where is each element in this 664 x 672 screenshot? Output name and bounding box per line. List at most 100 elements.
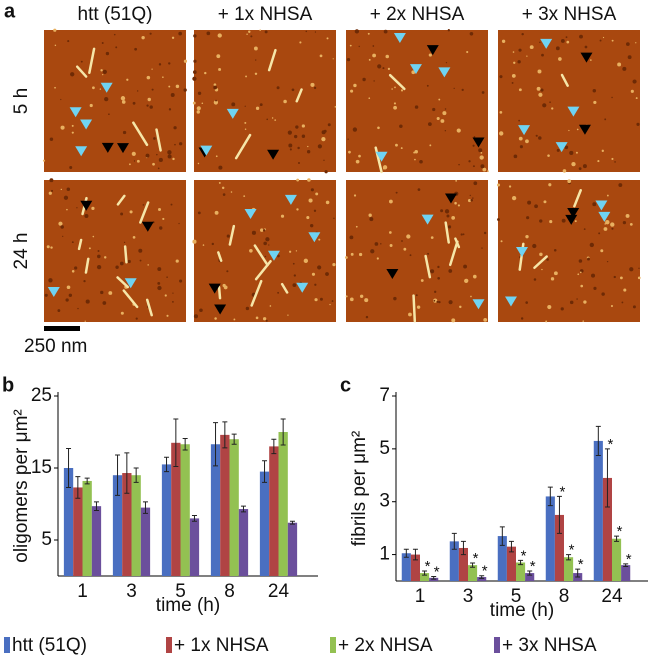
speckle bbox=[362, 77, 366, 82]
speckle bbox=[251, 230, 256, 235]
speckle bbox=[369, 217, 374, 222]
error-bar bbox=[213, 422, 219, 467]
speckle bbox=[331, 300, 334, 302]
x-tick-label: 5 bbox=[511, 586, 522, 607]
speckle bbox=[382, 67, 385, 70]
speckle bbox=[332, 263, 336, 267]
speckle bbox=[170, 203, 173, 206]
speckle bbox=[518, 48, 522, 52]
arrowhead bbox=[100, 82, 113, 93]
legend-swatch bbox=[330, 637, 336, 653]
speckle bbox=[606, 260, 609, 263]
speckle bbox=[325, 200, 330, 205]
speckle bbox=[158, 157, 163, 163]
speckle bbox=[636, 122, 640, 126]
error-bar bbox=[595, 425, 601, 456]
speckle bbox=[460, 233, 463, 236]
speckle bbox=[244, 121, 247, 124]
speckle bbox=[151, 88, 154, 91]
speckle bbox=[218, 67, 222, 71]
significance-marker: * bbox=[482, 563, 488, 580]
speckle bbox=[291, 88, 295, 92]
speckle bbox=[353, 194, 357, 197]
speckle bbox=[432, 107, 436, 112]
error-bar bbox=[164, 456, 170, 473]
fibril bbox=[295, 88, 303, 103]
speckle bbox=[589, 242, 594, 248]
error-bar bbox=[508, 540, 514, 553]
speckle bbox=[453, 87, 455, 90]
legend-swatch bbox=[494, 637, 500, 653]
speckle bbox=[108, 113, 110, 116]
speckle bbox=[298, 162, 300, 164]
speckle bbox=[295, 125, 299, 129]
arrowhead bbox=[267, 250, 280, 261]
speckle bbox=[549, 101, 551, 103]
speckle bbox=[372, 53, 377, 58]
arrowhead bbox=[47, 286, 60, 297]
speckle bbox=[565, 36, 568, 39]
speckle bbox=[76, 207, 78, 209]
speckle bbox=[259, 29, 261, 31]
speckle bbox=[395, 191, 398, 194]
speckle bbox=[97, 249, 100, 252]
speckle bbox=[350, 252, 354, 256]
speckle bbox=[307, 145, 309, 148]
speckle bbox=[347, 138, 349, 140]
speckle bbox=[222, 193, 226, 196]
speckle bbox=[560, 307, 564, 311]
speckle bbox=[321, 136, 326, 142]
speckle bbox=[299, 41, 302, 44]
speckle bbox=[307, 178, 311, 182]
speckle bbox=[277, 291, 280, 294]
fibril bbox=[116, 194, 126, 206]
speckle bbox=[462, 233, 465, 236]
speckle bbox=[92, 86, 95, 90]
speckle bbox=[469, 31, 474, 36]
speckle bbox=[526, 216, 530, 220]
speckle bbox=[393, 105, 397, 110]
speckle bbox=[149, 105, 153, 109]
arrowhead bbox=[208, 283, 221, 294]
speckle bbox=[611, 157, 614, 161]
speckle bbox=[262, 317, 267, 321]
bar bbox=[525, 573, 535, 581]
legend-swatch bbox=[166, 637, 172, 653]
x-axis-label: time (h) bbox=[156, 595, 220, 616]
speckle bbox=[627, 55, 632, 60]
arrowhead bbox=[141, 221, 154, 232]
speckle bbox=[296, 208, 299, 211]
speckle bbox=[216, 54, 221, 59]
error-bar bbox=[84, 477, 90, 485]
speckle bbox=[373, 80, 375, 82]
speckle bbox=[472, 144, 475, 147]
speckle bbox=[444, 130, 447, 132]
arrowhead bbox=[472, 137, 485, 148]
speckle bbox=[84, 320, 86, 322]
speckle bbox=[593, 286, 597, 290]
speckle bbox=[562, 169, 567, 173]
arrowhead bbox=[580, 52, 593, 63]
speckle bbox=[637, 276, 641, 280]
error-bar bbox=[182, 437, 188, 451]
speckle bbox=[314, 283, 317, 286]
speckle bbox=[297, 146, 300, 150]
column-label: + 1x NHSA bbox=[218, 4, 313, 25]
speckle bbox=[218, 165, 223, 170]
micrograph bbox=[498, 30, 640, 172]
fibril bbox=[145, 298, 153, 317]
speckle bbox=[215, 99, 217, 102]
speckle bbox=[575, 151, 578, 154]
speckle bbox=[262, 229, 266, 232]
speckle bbox=[250, 35, 253, 38]
speckle bbox=[440, 119, 445, 123]
speckle bbox=[433, 299, 436, 302]
speckle bbox=[217, 33, 222, 38]
error-bar bbox=[412, 548, 418, 561]
speckle bbox=[518, 136, 523, 141]
speckle bbox=[535, 134, 538, 137]
speckle bbox=[131, 151, 136, 156]
fibril bbox=[388, 73, 406, 91]
bar bbox=[73, 487, 83, 576]
speckle bbox=[324, 170, 328, 174]
